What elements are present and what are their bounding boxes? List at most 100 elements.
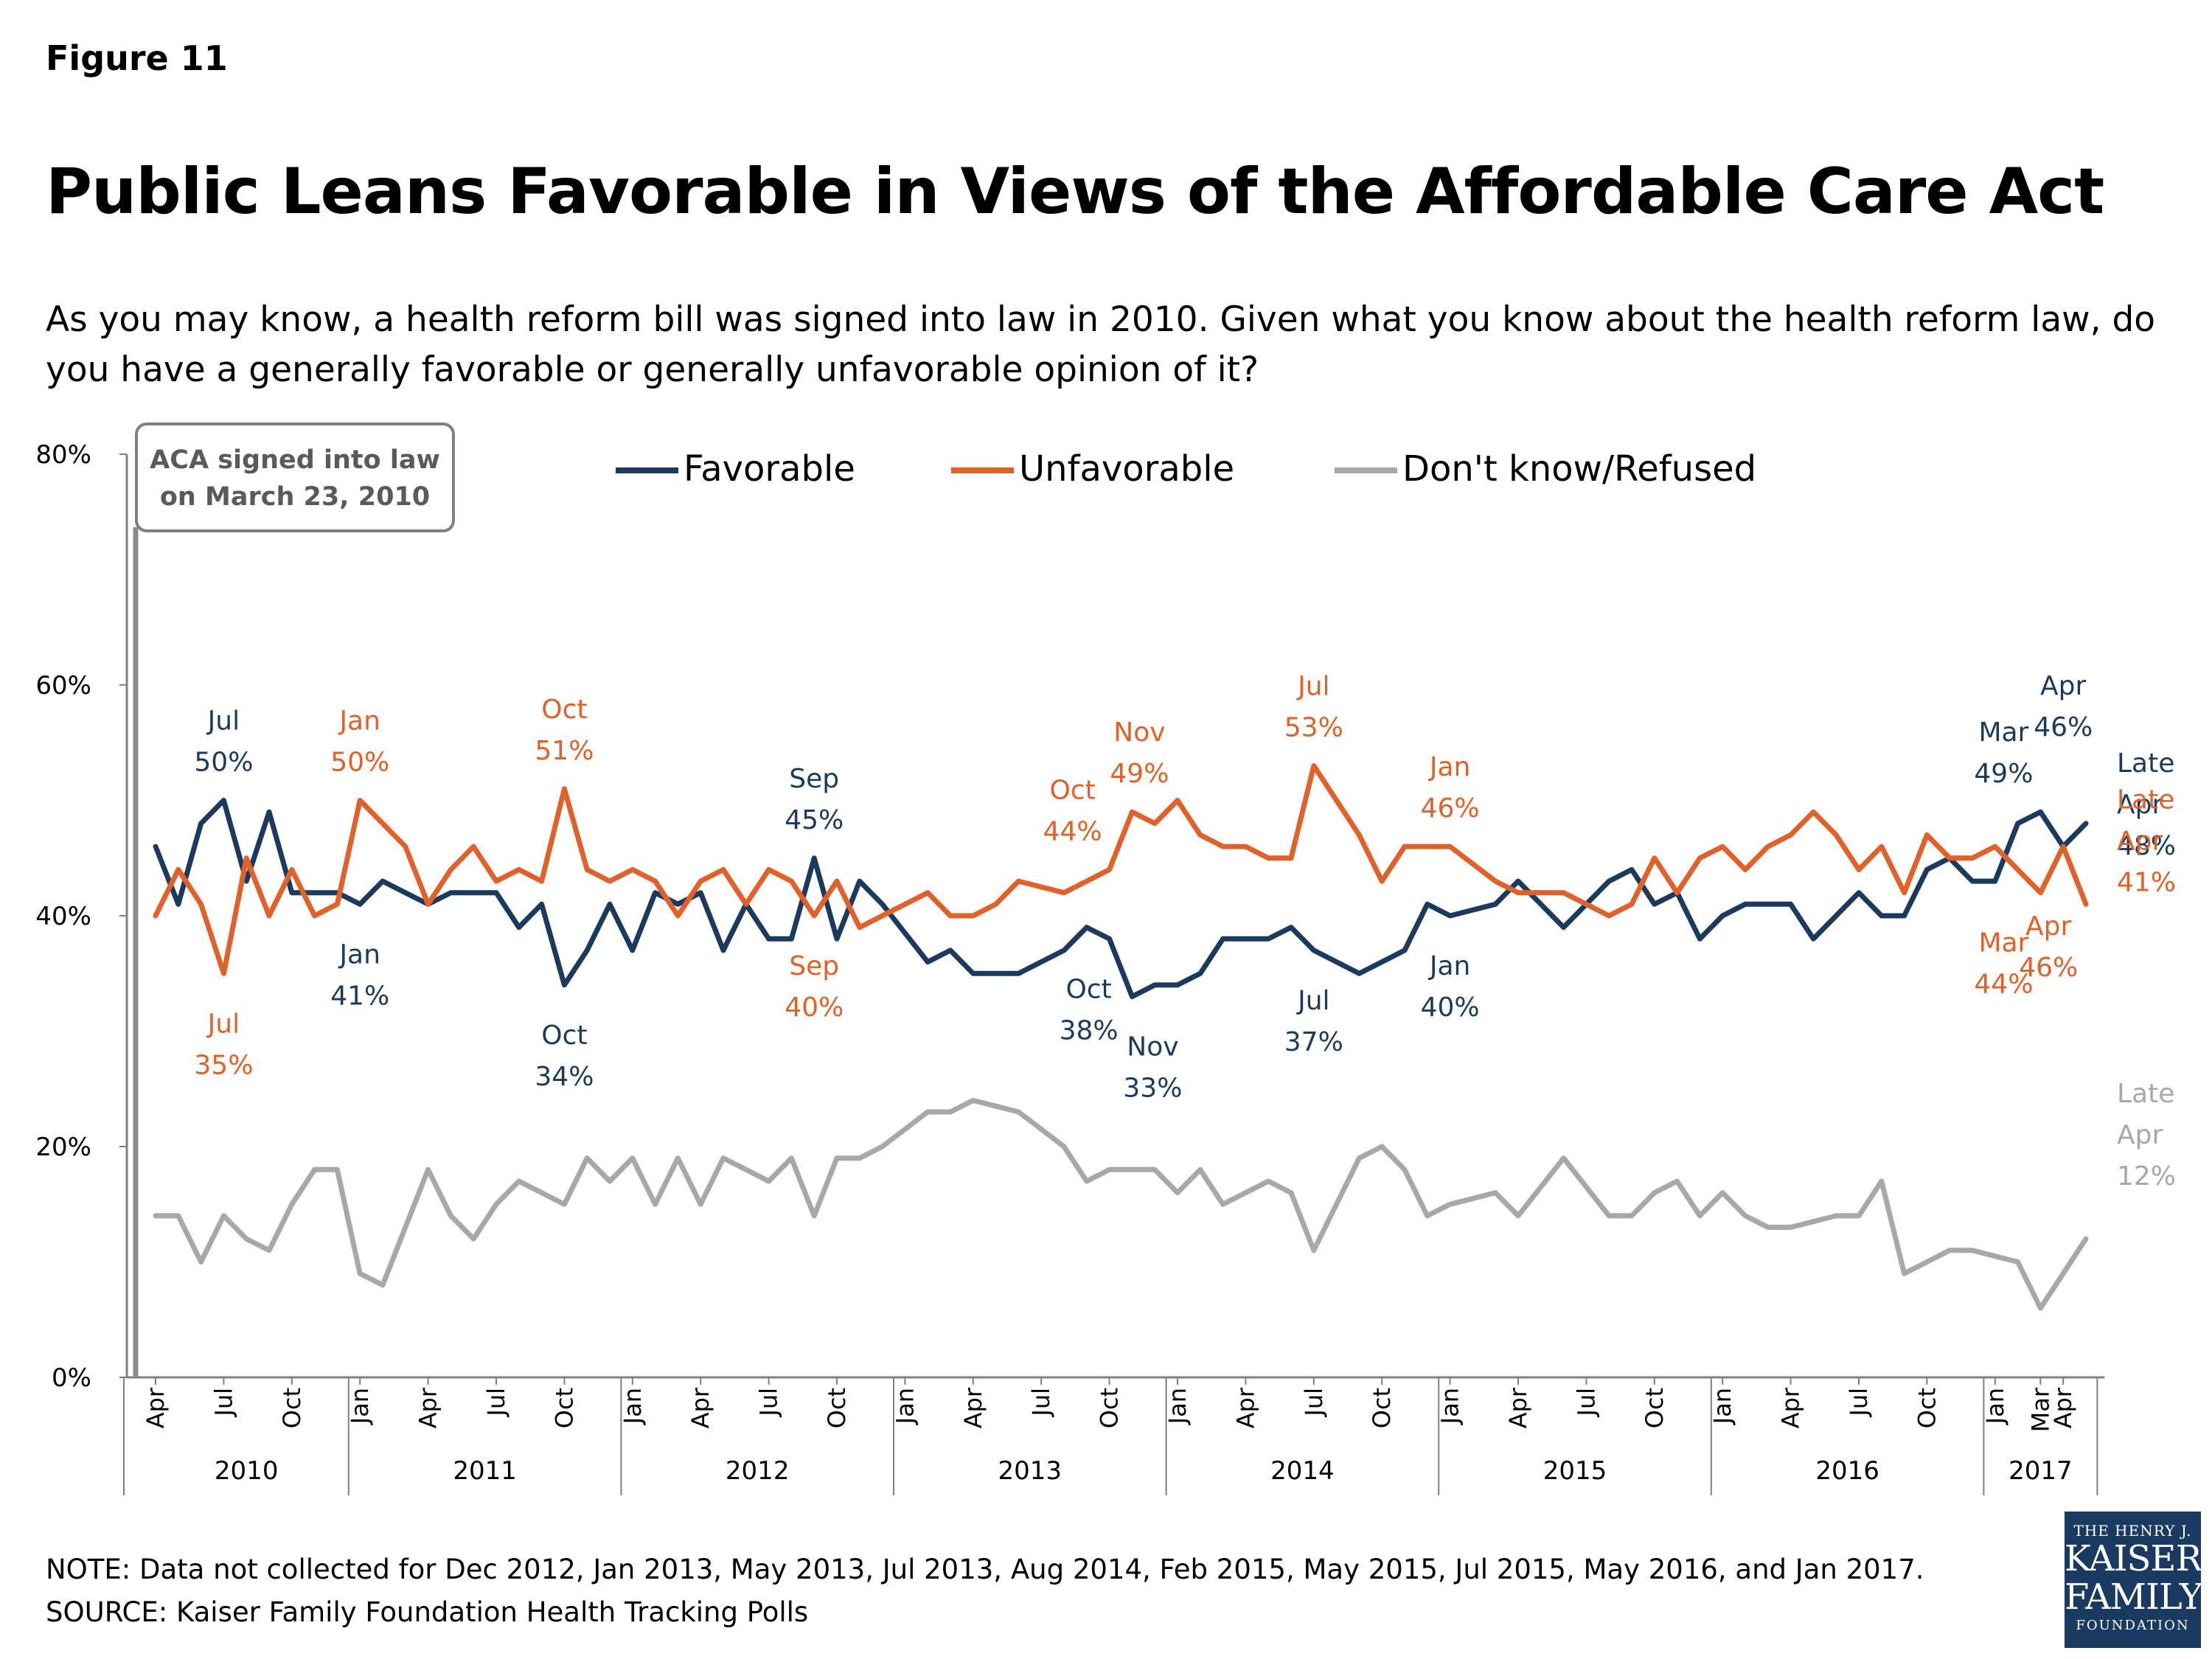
chart-notes: NOTE: Data not collected for Dec 2012, J… — [46, 1548, 1924, 1634]
data-label: Jul — [1296, 986, 1329, 1016]
data-label: 50% — [194, 748, 253, 778]
data-label: 41% — [330, 981, 389, 1011]
series-line-2 — [153, 1097, 2089, 1311]
data-label: 40% — [1421, 992, 1480, 1023]
data-label: Jan — [338, 706, 380, 737]
data-label: 49% — [1974, 759, 2033, 789]
data-label: 46% — [2034, 712, 2093, 742]
data-label: Nov — [1127, 1032, 1178, 1062]
chart-subtitle: As you may know, a health reform bill wa… — [46, 299, 2156, 390]
year-label: 2017 — [2008, 1456, 2073, 1486]
aca-annotation-line-1: ACA signed into law — [150, 445, 440, 475]
series-line-1 — [153, 763, 2089, 976]
data-label: Apr — [2040, 671, 2086, 701]
source-text: SOURCE: Kaiser Family Foundation Health … — [46, 1596, 809, 1628]
data-label: 40% — [785, 992, 844, 1023]
data-label: Sep — [789, 951, 839, 981]
year-label: 2016 — [1815, 1456, 1879, 1486]
logo-line-3: FAMILY — [2065, 1576, 2202, 1618]
x-tick-label: Oct — [1641, 1388, 1669, 1428]
x-tick-label: Apr — [414, 1387, 442, 1428]
data-label: 35% — [194, 1050, 253, 1080]
data-label: 53% — [1284, 713, 1343, 743]
data-label: Nov — [1113, 717, 1165, 748]
x-tick-label: Mar — [2026, 1387, 2054, 1432]
x-tick-label: Oct — [550, 1388, 578, 1428]
y-tick-label: 0% — [52, 1363, 91, 1393]
y-tick-label: 20% — [35, 1133, 91, 1162]
x-tick-label: Jan — [346, 1388, 374, 1425]
data-label: Late — [2117, 1079, 2174, 1109]
data-label: Jul — [206, 1009, 240, 1039]
data-label: Apr — [2117, 1120, 2163, 1150]
x-tick-label: Jul — [755, 1388, 783, 1418]
data-label: Jul — [206, 706, 240, 737]
data-label: Oct — [541, 1020, 587, 1051]
x-tick-label: Apr — [142, 1387, 170, 1428]
data-label: Sep — [789, 764, 839, 794]
year-label: 2010 — [215, 1456, 279, 1486]
x-tick-label: Jul — [1027, 1388, 1055, 1418]
legend-label-1: Unfavorable — [1019, 448, 1234, 490]
data-label: Mar — [1978, 928, 2028, 959]
line-chart: 0% 20% 40% 60% 80% ACA signed into law on Marc… — [35, 422, 2176, 1495]
figure-label: Figure 11 — [46, 38, 228, 78]
x-tick-label: Apr — [1777, 1387, 1805, 1428]
x-tick-label: Jul — [482, 1388, 510, 1418]
x-tick-label: Apr — [1231, 1387, 1259, 1428]
x-tick-label: Oct — [278, 1388, 306, 1428]
data-label: 46% — [2019, 953, 2078, 983]
chart-title: Public Leans Favorable in Views of the A… — [46, 155, 2104, 229]
x-tick-label: Oct — [1913, 1388, 1941, 1428]
year-label: 2011 — [453, 1456, 517, 1486]
y-tick-label: 80% — [35, 440, 91, 470]
logo-line-4: FOUNDATION — [2076, 1618, 2190, 1633]
x-tick-label: Jan — [891, 1388, 919, 1425]
x-tick-label: Apr — [686, 1387, 714, 1428]
data-label: 37% — [1284, 1027, 1343, 1057]
data-label: Late — [2117, 785, 2174, 815]
data-label: Oct — [1065, 974, 1111, 1004]
data-label: 46% — [1421, 793, 1480, 824]
data-label: 45% — [785, 805, 844, 835]
x-tick-label: Jul — [209, 1388, 237, 1418]
x-tick-label: Jan — [1981, 1388, 2009, 1425]
x-tick-label: Jul — [1572, 1388, 1600, 1418]
data-label: 50% — [330, 748, 389, 778]
logo-line-1: THE HENRY J. — [2073, 1522, 2192, 1540]
data-label: Jan — [1428, 752, 1471, 782]
year-label: 2014 — [1270, 1456, 1335, 1486]
data-label: Jan — [1428, 951, 1471, 981]
legend-label-2: Don't know/Refused — [1402, 448, 1756, 490]
data-label: 44% — [1974, 970, 2033, 1000]
data-label: 38% — [1060, 1015, 1119, 1046]
x-tick-label: Jan — [1436, 1388, 1464, 1425]
data-label: Oct — [541, 695, 587, 725]
data-label: Jul — [1296, 672, 1329, 702]
data-label: Apr — [2117, 790, 2163, 820]
aca-annotation-box — [135, 422, 455, 532]
logo-line-2: KAISER — [2065, 1538, 2202, 1579]
year-label: 2012 — [726, 1456, 790, 1486]
year-label: 2015 — [1543, 1456, 1607, 1486]
data-label: 49% — [1110, 759, 1169, 789]
x-tick-label: Oct — [1368, 1388, 1396, 1428]
data-label: 33% — [1123, 1074, 1182, 1104]
series-line-0 — [153, 798, 2089, 1000]
data-label: Mar — [1978, 717, 2028, 748]
x-tick-label: Jan — [1164, 1388, 1192, 1425]
y-tick-label: 60% — [35, 671, 91, 700]
data-label: Apr — [2117, 826, 2163, 856]
x-tick-label: Apr — [959, 1387, 987, 1428]
x-tick-label: Apr — [1504, 1387, 1532, 1428]
data-label: Apr — [2025, 911, 2071, 942]
x-tick-label: Oct — [1096, 1388, 1124, 1428]
data-label: Jan — [338, 939, 380, 970]
data-label: 51% — [535, 736, 594, 766]
data-label: 48% — [2117, 831, 2176, 861]
data-label: 34% — [535, 1062, 594, 1092]
x-tick-label: Jan — [1708, 1388, 1736, 1425]
x-tick-label: Jan — [619, 1388, 647, 1425]
data-label: Oct — [1049, 775, 1095, 805]
legend-label-0: Favorable — [684, 448, 855, 490]
